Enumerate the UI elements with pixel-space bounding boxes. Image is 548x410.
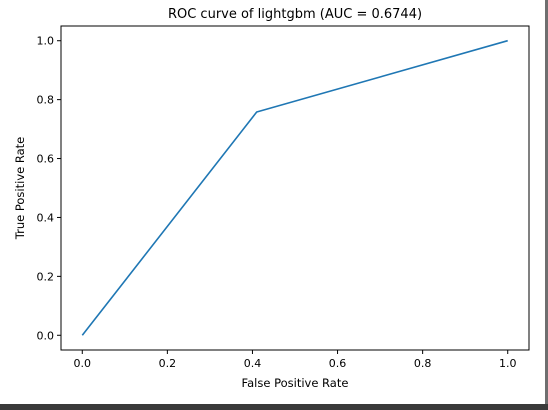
plot-area (60, 25, 530, 351)
y-tick-label: 0.2 (37, 270, 55, 283)
chart-title: ROC curve of lightgbm (AUC = 0.6744) (168, 7, 422, 22)
x-tick-label: 0.6 (329, 357, 347, 370)
y-tick-label: 0.4 (37, 211, 55, 224)
x-tick-label: 0.4 (244, 357, 262, 370)
x-axis-label: False Positive Rate (242, 376, 349, 390)
x-tick-label: 0.8 (414, 357, 432, 370)
y-axis-ticks: 0.0 0.2 0.4 0.6 0.8 1.0 (37, 35, 61, 342)
y-tick-label: 0.6 (37, 153, 55, 166)
x-tick-label: 1.0 (499, 357, 517, 370)
y-tick-label: 0.0 (37, 329, 55, 342)
x-tick-label: 0.0 (74, 357, 92, 370)
roc-chart: ROC curve of lightgbm (AUC = 0.6744) 0.0… (13, 7, 530, 390)
x-axis-ticks: 0.0 0.2 0.4 0.6 0.8 1.0 (74, 350, 517, 370)
roc-curve-line (81, 39, 508, 336)
figure-window: ROC curve of lightgbm (AUC = 0.6744) 0.0… (0, 0, 545, 404)
window-edge-bottom (0, 404, 548, 410)
y-tick-label: 0.8 (37, 94, 55, 107)
window-edge-right (545, 0, 548, 404)
y-tick-label: 1.0 (37, 35, 55, 48)
y-axis-label: True Positive Rate (13, 137, 27, 240)
x-tick-label: 0.2 (159, 357, 177, 370)
